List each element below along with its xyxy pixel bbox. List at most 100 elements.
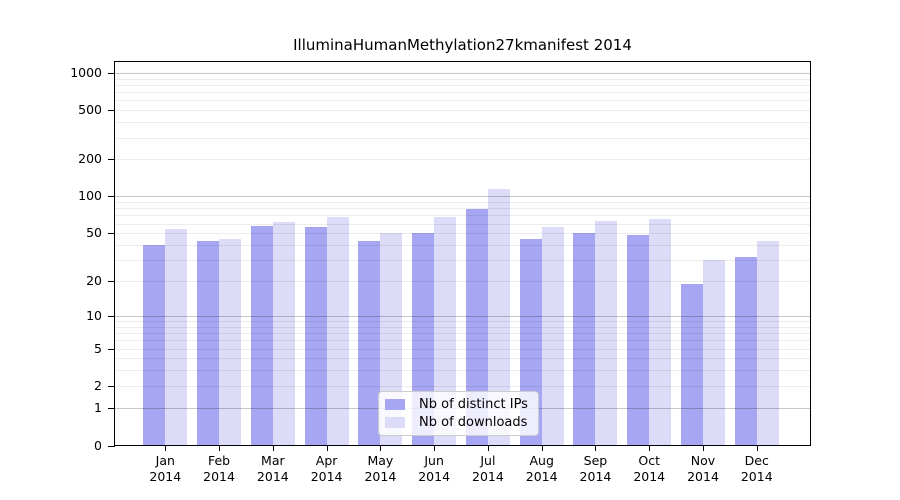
x-axis-tick xyxy=(326,446,328,451)
legend-item-distinct-ips: Nb of distinct IPs xyxy=(385,397,528,412)
bar-feb-downloads xyxy=(219,238,242,445)
y-tick-label: 20 xyxy=(86,273,102,289)
x-tick-label: Dec 2014 xyxy=(740,453,773,484)
x-axis-tick xyxy=(487,446,489,451)
gridline-minor xyxy=(114,202,811,204)
x-tick-label: Nov 2014 xyxy=(687,453,719,484)
gridline-minor xyxy=(114,137,811,139)
y-axis-tick xyxy=(108,348,115,350)
bar-mar-distinct-ips xyxy=(250,226,273,445)
gridline-minor xyxy=(114,321,811,322)
legend-swatch-distinct-ips xyxy=(385,399,405,410)
x-axis-tick xyxy=(595,446,597,451)
y-tick-label: 200 xyxy=(78,151,102,167)
x-axis-tick xyxy=(380,446,382,451)
chart-title: IlluminaHumanMethylation27kmanifest 2014 xyxy=(293,36,632,54)
y-axis-tick xyxy=(108,315,115,317)
bar-sep-distinct-ips xyxy=(573,233,596,445)
y-tick-label: 1 xyxy=(94,399,102,415)
bar-may-distinct-ips xyxy=(358,241,381,445)
x-axis-tick xyxy=(219,446,221,451)
y-axis-tick xyxy=(108,281,115,283)
gridline-minor xyxy=(114,348,811,350)
x-tick-label: Oct 2014 xyxy=(633,453,666,484)
x-tick-label: Jan 2014 xyxy=(149,453,182,484)
y-tick-label: 1000 xyxy=(70,64,102,80)
bar-aug-downloads xyxy=(541,227,564,445)
gridline-minor xyxy=(114,370,811,372)
y-tick-label: 50 xyxy=(86,225,102,241)
bar-apr-distinct-ips xyxy=(304,227,327,445)
x-tick-label: Mar 2014 xyxy=(256,453,289,484)
gridline-minor xyxy=(114,215,811,217)
gridline-minor xyxy=(114,281,811,283)
y-axis-tick xyxy=(108,385,115,387)
y-tick-label: 0 xyxy=(94,438,102,453)
x-tick-label: May 2014 xyxy=(364,453,397,484)
gridline-minor xyxy=(114,78,811,80)
legend-swatch-downloads xyxy=(385,417,405,428)
bar-jan-distinct-ips xyxy=(143,245,166,445)
gridline-minor xyxy=(114,84,811,86)
gridline-minor xyxy=(114,358,811,360)
bar-dec-distinct-ips xyxy=(734,256,757,445)
legend-item-downloads: Nb of downloads xyxy=(385,415,528,430)
legend: Nb of distinct IPs Nb of downloads xyxy=(378,391,539,436)
y-tick-label: 500 xyxy=(78,102,102,118)
bar-feb-distinct-ips xyxy=(197,241,220,445)
x-tick-label: Aug 2014 xyxy=(525,453,558,484)
bar-jul-downloads xyxy=(487,189,510,445)
legend-label-distinct-ips: Nb of distinct IPs xyxy=(419,397,528,412)
bar-oct-distinct-ips xyxy=(627,235,650,445)
gridline-minor xyxy=(114,326,811,328)
bar-apr-downloads xyxy=(326,216,349,445)
y-tick-label: 5 xyxy=(94,340,102,356)
gridline-minor xyxy=(114,245,811,246)
gridline-minor xyxy=(114,260,811,262)
gridline-minor xyxy=(114,159,811,161)
bar-nov-distinct-ips xyxy=(681,283,703,445)
bar-nov-downloads xyxy=(703,260,725,445)
gridline-minor xyxy=(114,385,811,387)
x-axis-tick xyxy=(165,446,167,451)
x-tick-label: Jun 2014 xyxy=(418,453,451,484)
x-tick-label: Feb 2014 xyxy=(203,453,235,484)
y-tick-label: 2 xyxy=(94,377,102,393)
y-axis-tick xyxy=(108,72,115,74)
gridline-minor xyxy=(114,100,811,102)
y-axis-tick xyxy=(108,196,115,198)
gridline-minor xyxy=(114,340,811,342)
bar-oct-downloads xyxy=(649,218,672,445)
y-axis-tick xyxy=(108,407,115,409)
x-axis-tick xyxy=(434,446,436,451)
gridline-major xyxy=(114,315,811,317)
y-axis-tick xyxy=(108,159,115,161)
y-tick-label: 10 xyxy=(86,307,102,323)
y-axis-tick xyxy=(108,110,115,112)
x-tick-label: Sep 2014 xyxy=(579,453,612,484)
x-axis-tick xyxy=(703,446,704,451)
x-axis-tick xyxy=(649,446,651,451)
gridline-minor xyxy=(114,223,811,225)
x-axis-tick xyxy=(756,446,758,451)
gridline-minor xyxy=(114,233,811,235)
gridline-major xyxy=(114,196,811,198)
gridline-minor xyxy=(114,333,811,335)
y-tick-label: 100 xyxy=(78,188,102,204)
bar-dec-downloads xyxy=(756,241,779,445)
y-axis-tick xyxy=(108,233,115,235)
gridline-minor xyxy=(114,208,811,210)
bar-jul-distinct-ips xyxy=(465,209,488,445)
x-axis-tick xyxy=(541,446,543,451)
x-tick-label: Apr 2014 xyxy=(310,453,343,484)
bar-sep-downloads xyxy=(595,221,618,445)
gridline-major xyxy=(114,72,811,74)
x-axis-tick xyxy=(272,446,274,451)
y-axis-tick xyxy=(108,446,115,447)
bar-jan-downloads xyxy=(165,229,188,445)
legend-label-downloads: Nb of downloads xyxy=(419,415,528,430)
bar-jun-downloads xyxy=(434,216,457,445)
x-tick-label: Jul 2014 xyxy=(472,453,504,484)
gridline-minor xyxy=(114,110,811,112)
